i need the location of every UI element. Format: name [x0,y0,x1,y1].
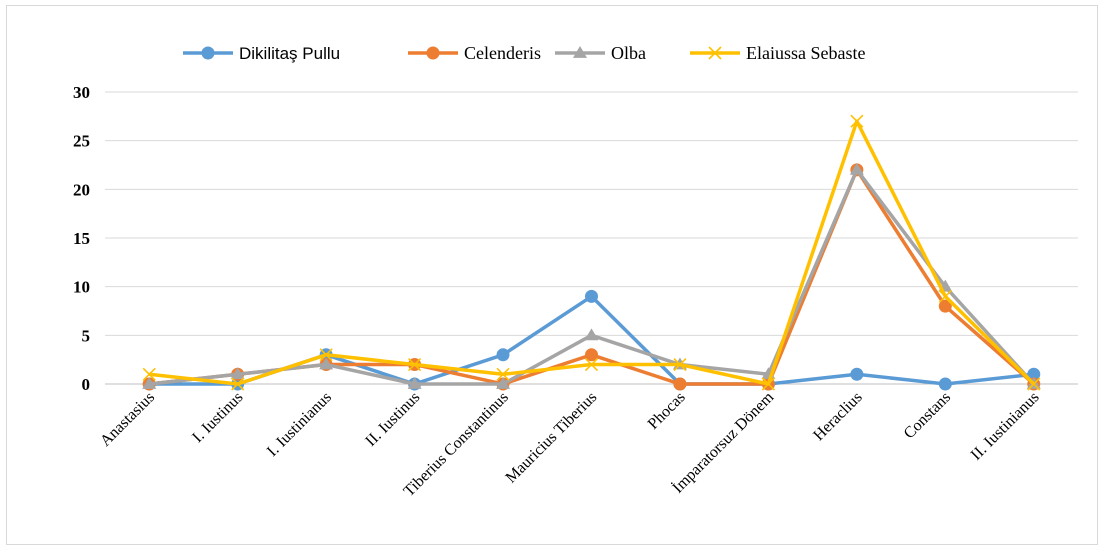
y-tick-label: 5 [82,326,91,345]
legend-item: Elaiussa Sebaste [690,43,865,63]
legend-label: Elaiussa Sebaste [746,43,865,63]
series-group [142,114,1041,391]
data-point [426,46,440,60]
x-axis-ticks: Anastasius I. Iustinus I. Iustinianus II. I… [97,388,1043,500]
data-point [938,377,952,391]
x-tick-label: Constans [901,389,955,443]
data-point [938,299,952,313]
series-line [149,119,1036,386]
data-point [408,357,422,372]
x-tick-label: II. Iustinianus [968,389,1043,464]
x-tick-label: Mauricius Tiberius [503,389,601,487]
x-tick-label: Anastasius [97,389,158,450]
data-point [850,114,864,128]
data-point [573,46,587,58]
data-point [708,46,722,60]
y-tick-label: 10 [73,278,90,297]
legend-item: Dikilitaş Pullu [183,44,340,63]
x-tick-label: Heraclius [810,389,865,444]
data-point [230,367,245,380]
data-point [496,377,511,389]
data-point [585,348,598,362]
series-1 [142,163,1041,391]
y-tick-label: 20 [73,180,90,199]
data-point [584,357,599,372]
data-point [850,367,864,381]
y-tick-label: 15 [73,229,90,248]
data-point [584,328,599,341]
gridlines [105,91,1078,336]
data-point [142,367,156,381]
chart-frame [6,5,1098,545]
y-axis-ticks: 0 5 10 15 20 25 30 [73,83,90,394]
legend-label: Celenderis [464,43,541,63]
data-point [319,348,333,362]
legend-label: Dikilitaş Pullu [239,44,340,63]
data-point [585,289,598,303]
series-3 [142,114,1041,391]
y-tick-label: 0 [82,375,91,394]
x-tick-label: I. Iustinianus [264,389,335,460]
data-point [142,377,157,389]
y-tick-label: 25 [73,132,90,151]
legend-item: Olba [555,43,646,63]
legend-item: Celenderis [408,43,541,63]
x-tick-label: I. Iustinus [189,389,246,446]
legend: Dikilitaş Pullu Celenderis Olba Elaiussa Se… [183,43,865,63]
data-point [407,377,422,389]
data-point [231,377,245,391]
data-point [938,289,952,303]
data-point [496,348,510,362]
data-point [319,357,334,370]
data-point [201,46,215,60]
data-point [673,357,687,372]
data-point [673,377,687,391]
data-point [1027,377,1041,391]
x-tick-label: II. Iustinus [362,389,423,450]
data-point [761,377,775,391]
y-tick-label: 30 [73,83,90,102]
data-point [849,162,864,175]
x-tick-label: Phocas [645,389,689,433]
data-point [496,367,510,381]
legend-label: Olba [611,43,646,63]
